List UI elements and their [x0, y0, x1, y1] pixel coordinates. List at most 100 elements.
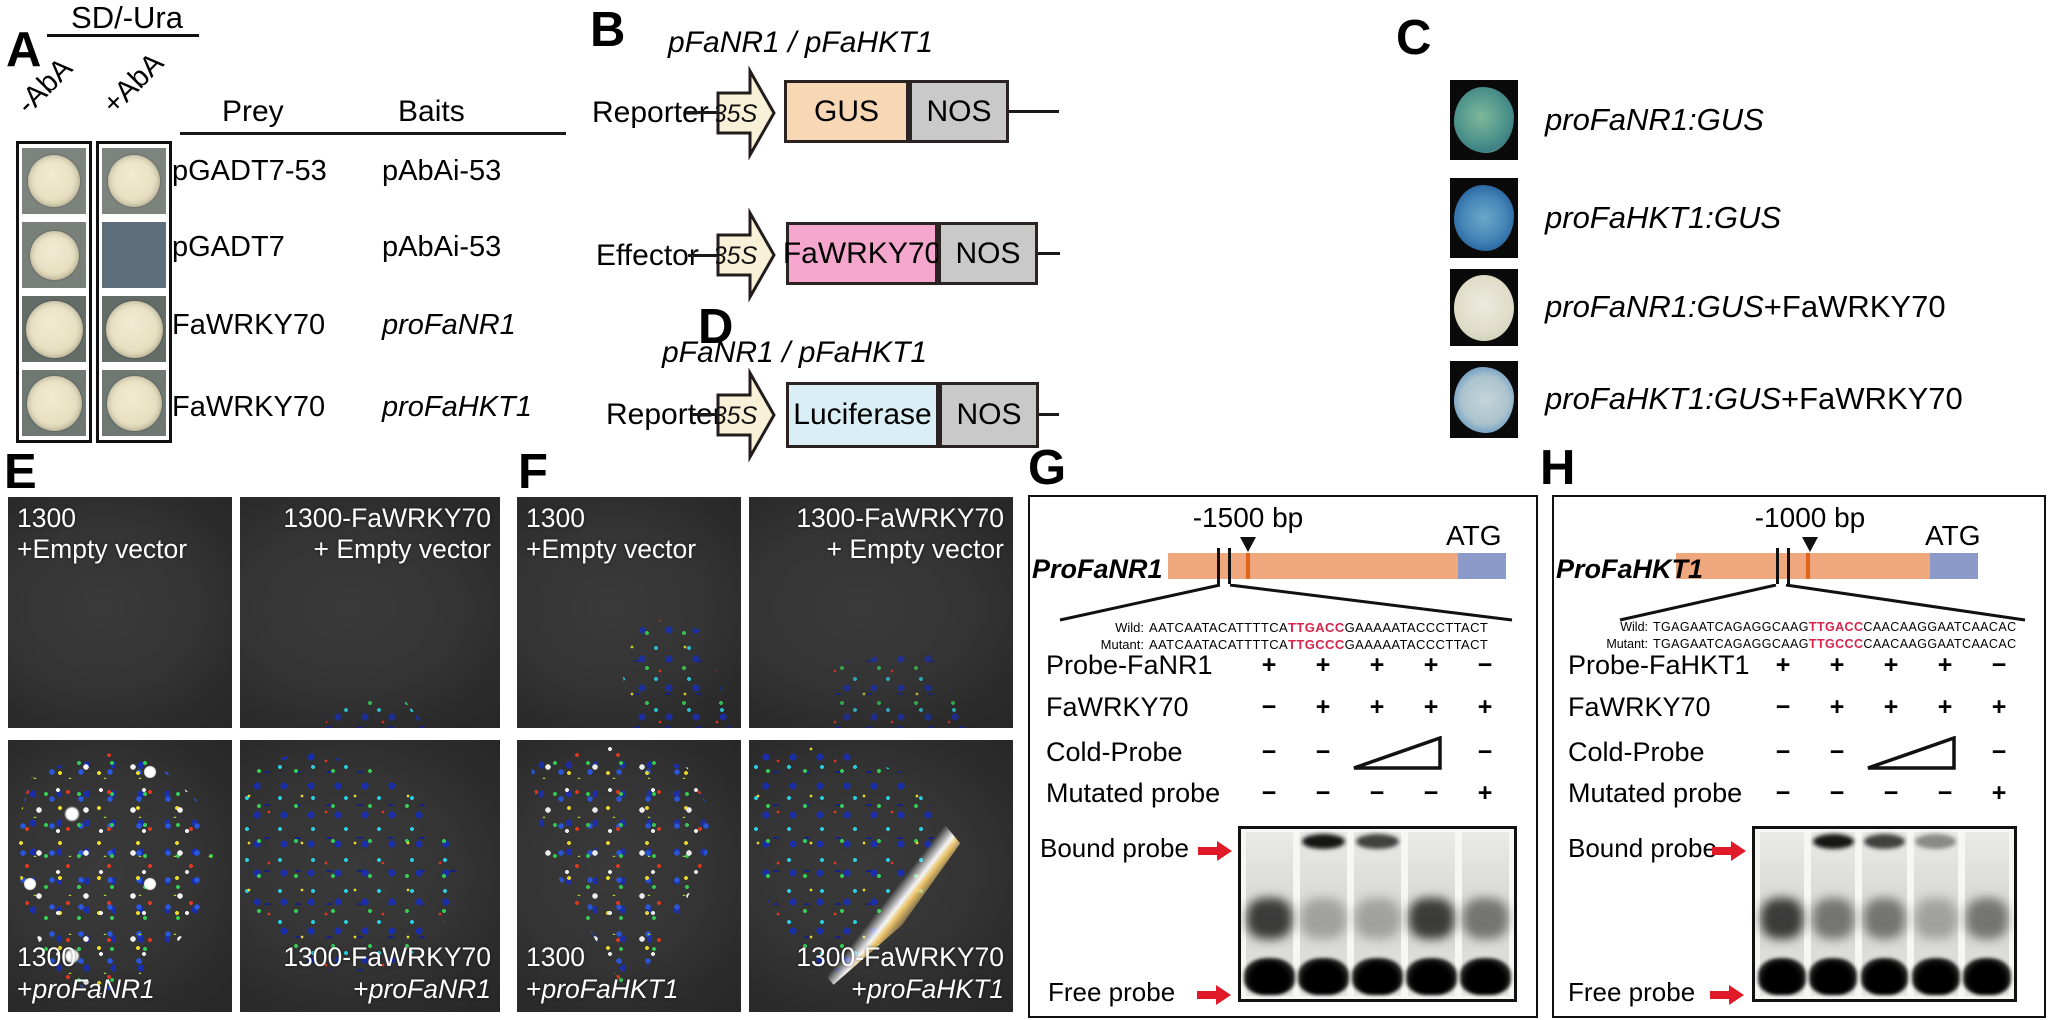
- gel-lane: [1963, 832, 2011, 996]
- effector-row-label: Effector: [596, 239, 699, 272]
- promoter-tick: [1217, 548, 1220, 584]
- yeast-colony-image: [22, 296, 86, 362]
- mutated-probe-row: Mutated probe − − − − +: [1046, 777, 1493, 808]
- luciferase-image: 1300 +proFaNR1: [8, 740, 232, 1012]
- media-title: SD/-Ura: [71, 0, 183, 35]
- construct-line: [686, 111, 717, 114]
- quadrant-label: 1300 +Empty vector: [526, 503, 697, 565]
- bound-probe-label: Bound probe: [1040, 833, 1189, 863]
- position-label: -1500 bp: [1192, 502, 1304, 533]
- quadrant-label: 1300-FaWRKY70 +proFaHKT1: [796, 942, 1004, 1004]
- gel-lane: [1460, 832, 1511, 996]
- construct-line: [1038, 252, 1060, 255]
- panel-f-label: F: [518, 445, 548, 499]
- red-arrow-icon: [1198, 841, 1232, 861]
- quadrant-label: 1300 +proFaHKT1: [526, 942, 679, 1004]
- emsa-gel-image: [1752, 826, 2017, 1002]
- luciferase-image: 1300 +proFaHKT1: [517, 740, 741, 1012]
- yeast-colony-image: [102, 370, 166, 436]
- nos-box: NOS: [939, 382, 1039, 448]
- yeast-colony-image: [22, 370, 86, 436]
- red-arrow-icon: [1710, 985, 1744, 1005]
- position-marker-icon: [1802, 537, 1818, 552]
- probe-row: Probe-FaHKT1 + + + + −: [1568, 649, 2007, 680]
- panel-e-label: E: [4, 445, 37, 499]
- wild-sequence: Wild: TGAGAATCAGAGGCAAG TTGACC CAACAAGGAATC…: [1620, 620, 2017, 634]
- panel-d-title: pFaNR1 / pFaHKT1: [662, 336, 928, 369]
- probe-row: Probe-FaNR1 + + + + −: [1046, 649, 1493, 680]
- gel-lane: [1860, 832, 1909, 996]
- binding-site-tick: [1246, 553, 1250, 579]
- zoom-lines: [1619, 584, 2026, 622]
- plus-aba-label: +AbA: [96, 46, 171, 121]
- luciferase-image: 1300 +Empty vector: [8, 497, 232, 728]
- bound-probe-label: Bound probe: [1568, 833, 1717, 863]
- construct-line: [1039, 413, 1059, 416]
- panel-d-label: D: [698, 300, 734, 354]
- disc-label: proFaHKT1:GUS: [1545, 200, 1782, 235]
- disc-label: proFaNR1:GUS: [1545, 102, 1764, 137]
- binding-site-tick: [1806, 553, 1810, 579]
- zoom-lines: [1059, 584, 1513, 622]
- red-arrow-icon: [1197, 985, 1231, 1005]
- atg-label: ATG: [1925, 520, 1981, 551]
- cold-probe-row: Cold-Probe − − −: [1568, 736, 2007, 767]
- disc-label: proFaNR1:GUS+FaWRKY70: [1545, 289, 1946, 324]
- gel-lane: [1244, 832, 1295, 996]
- panel-b-title: pFaNR1 / pFaHKT1: [668, 26, 934, 59]
- bait-cell: pAbAi-53: [382, 231, 502, 263]
- panel-h-label: H: [1540, 441, 1576, 495]
- luciferase-image: 1300-FaWRKY70 + Empty vector: [749, 497, 1013, 728]
- gel-lane: [1758, 832, 1806, 996]
- gus-disc-image: [1450, 361, 1518, 438]
- leaf-silhouette: [8, 497, 232, 728]
- position-label: -1000 bp: [1754, 502, 1866, 533]
- yeast-colony-image: [22, 148, 86, 214]
- quadrant-label: 1300 +Empty vector: [17, 503, 188, 565]
- media-underline: [47, 34, 199, 37]
- wild-sequence: Wild: AATCAATACATTTTCA TTGACC GAAAAATACCCTT…: [1115, 620, 1489, 635]
- construct-line: [1009, 110, 1059, 113]
- free-probe-label: Free probe: [1568, 977, 1696, 1007]
- yeast-colony-image: [102, 148, 166, 214]
- table-header-rule: [180, 132, 566, 135]
- quadrant-label: 1300-FaWRKY70 + Empty vector: [283, 503, 491, 565]
- construct-line: [688, 254, 717, 257]
- atg-label: ATG: [1446, 520, 1502, 551]
- luciferase-image: 1300-FaWRKY70 + Empty vector: [240, 497, 500, 728]
- promoter-bar: [1168, 553, 1506, 579]
- atg-segment: [1930, 553, 1978, 579]
- panel-b-label: B: [590, 3, 626, 57]
- quadrant-label: 1300-FaWRKY70 +proFaNR1: [283, 942, 491, 1004]
- mutant-sequence: Mutant: TGAGAATCAGAGGCAAG TTGCCC CAACAAGGAA…: [1606, 637, 2017, 651]
- gus-disc-image: [1450, 178, 1518, 258]
- prey-cell: pGADT7-53: [172, 155, 327, 187]
- promoter-tick: [1776, 548, 1779, 584]
- position-marker-icon: [1240, 537, 1256, 552]
- mutant-sequence: Mutant: AATCAATACATTTTCA TTGCCC GAAAAATACCC…: [1100, 637, 1489, 652]
- gus-disc-image: [1450, 80, 1518, 160]
- cold-probe-row: Cold-Probe − − −: [1046, 736, 1493, 767]
- nos-box: NOS: [938, 222, 1038, 285]
- construct-line: [692, 413, 717, 416]
- promoter-bar: [1676, 553, 1978, 579]
- gus-disc-image: [1450, 269, 1518, 346]
- promoter-label: 35S: [716, 242, 758, 270]
- promoter-tick: [1787, 548, 1790, 584]
- bait-cell: proFaHKT1: [382, 391, 532, 423]
- luciferase-box: Luciferase: [786, 382, 939, 448]
- gel-lane: [1809, 832, 1858, 996]
- gel-lane: [1911, 832, 1960, 996]
- promoter-arrow-icon: 35S: [716, 368, 776, 462]
- wrky-row: FaWRKY70 − + + + +: [1568, 691, 2007, 722]
- yeast-strip-plus-aba: [96, 141, 172, 443]
- emsa-gel-image: [1238, 826, 1517, 1002]
- prey-header: Prey: [222, 95, 284, 128]
- baits-header: Baits: [398, 95, 465, 128]
- fawrky70-box: FaWRKY70: [783, 222, 941, 285]
- panel-c-label: C: [1396, 11, 1432, 65]
- luciferase-image: 1300-FaWRKY70 +proFaHKT1: [749, 740, 1013, 1012]
- bait-cell: pAbAi-53: [382, 155, 502, 187]
- gel-lane: [1352, 832, 1403, 996]
- leaf-silhouette: [240, 497, 500, 728]
